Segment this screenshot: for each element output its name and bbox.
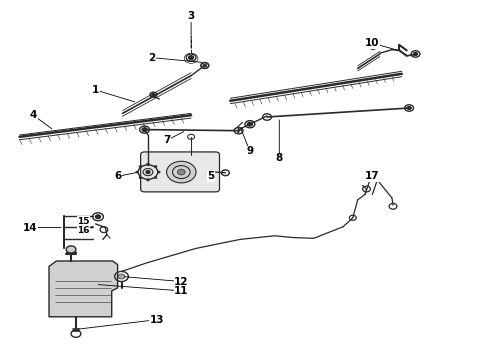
Circle shape [154, 165, 157, 167]
Circle shape [118, 274, 125, 279]
Circle shape [136, 171, 139, 173]
Circle shape [157, 171, 160, 173]
Circle shape [203, 64, 207, 67]
Circle shape [147, 163, 149, 165]
Text: 9: 9 [246, 146, 253, 156]
Text: 2: 2 [148, 53, 155, 63]
Text: 15: 15 [77, 217, 90, 226]
Circle shape [154, 177, 157, 179]
Text: 14: 14 [23, 222, 38, 233]
Circle shape [247, 122, 252, 126]
Circle shape [142, 128, 147, 131]
Circle shape [66, 246, 76, 253]
Circle shape [407, 107, 411, 109]
Text: 6: 6 [114, 171, 121, 181]
Circle shape [177, 169, 185, 175]
Circle shape [189, 56, 194, 59]
Text: 11: 11 [174, 286, 189, 296]
Circle shape [414, 53, 417, 55]
Text: 12: 12 [174, 276, 189, 287]
Circle shape [147, 179, 149, 181]
Text: 3: 3 [188, 11, 195, 21]
Text: 4: 4 [29, 110, 37, 120]
Circle shape [96, 215, 100, 219]
Text: 10: 10 [365, 38, 380, 48]
Text: 17: 17 [365, 171, 380, 181]
FancyBboxPatch shape [141, 152, 220, 192]
Text: 5: 5 [207, 171, 214, 181]
Circle shape [139, 165, 142, 167]
Circle shape [139, 177, 142, 179]
Text: 1: 1 [92, 85, 99, 95]
Circle shape [146, 171, 150, 174]
Text: 8: 8 [276, 153, 283, 163]
Circle shape [152, 94, 155, 96]
Polygon shape [49, 261, 118, 317]
Text: 7: 7 [163, 135, 171, 145]
Text: 13: 13 [149, 315, 164, 325]
Circle shape [167, 161, 196, 183]
Text: 16: 16 [77, 226, 90, 235]
